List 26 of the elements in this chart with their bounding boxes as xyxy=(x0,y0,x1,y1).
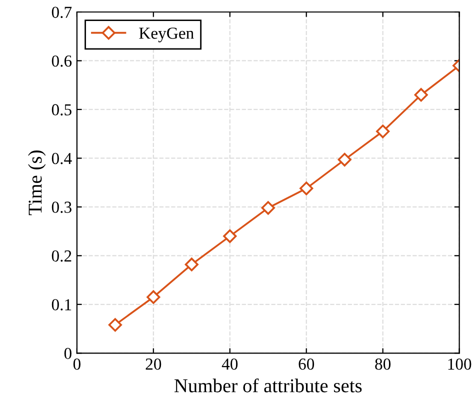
y-tick-label: 0.3 xyxy=(52,202,72,213)
x-tick-label: 20 xyxy=(146,358,162,370)
y-tick-label: 0.5 xyxy=(52,104,72,116)
y-tick-label: 0.6 xyxy=(52,55,72,67)
point xyxy=(184,258,198,272)
y-tick-label: 0 xyxy=(64,348,72,360)
x-axis-title: Number of attribute sets xyxy=(174,378,362,392)
x-tick-label: 0 xyxy=(73,358,80,370)
point xyxy=(261,201,275,215)
point xyxy=(414,88,428,102)
x-tick-label: 60 xyxy=(298,358,314,370)
point xyxy=(108,318,122,332)
x-tick-label: 40 xyxy=(222,358,238,370)
point xyxy=(338,152,352,166)
point xyxy=(376,124,390,138)
y-tick-label: 0.4 xyxy=(52,152,72,164)
y-tick-label: 0.1 xyxy=(52,299,72,310)
point xyxy=(223,229,237,243)
point xyxy=(146,290,160,304)
x-tick-label: 100 xyxy=(448,358,472,370)
x-tick-label: 80 xyxy=(375,358,391,370)
y-axis-title: Time (s) xyxy=(28,150,46,216)
legend-label: KeyGen xyxy=(139,28,194,42)
y-tick-label: 0.2 xyxy=(52,250,72,262)
point xyxy=(300,182,314,196)
y-tick-label: 0.7 xyxy=(52,6,72,18)
